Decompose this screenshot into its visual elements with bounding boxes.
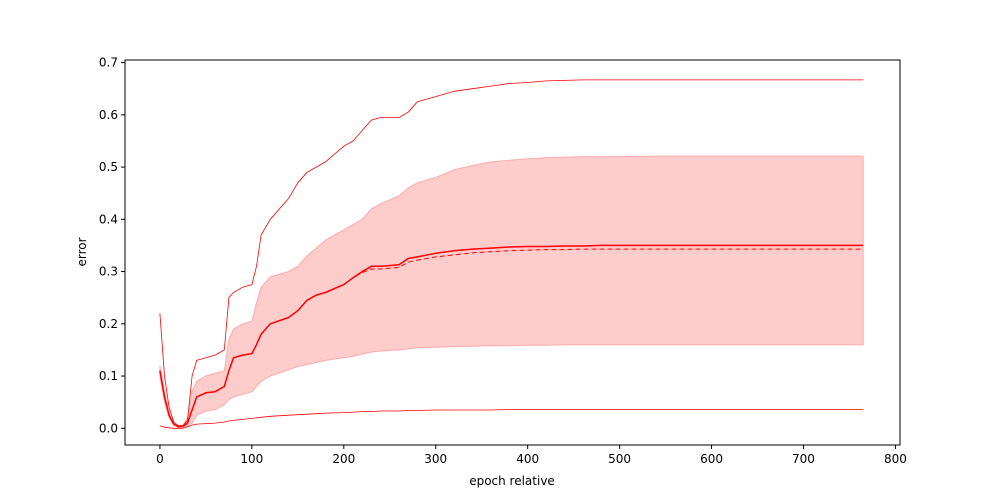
x-axis-label: epoch relative [469,474,555,488]
y-axis: 0.0 0.1 0.2 0.3 0.4 0.5 0.6 0.7 [99,56,125,435]
min-line [159,409,864,429]
y-tick-label: 0.5 [99,160,118,174]
x-tick-label: 0 [156,452,164,466]
std-band [159,155,864,428]
x-tick-label: 300 [424,452,447,466]
max-line [159,79,864,427]
y-tick-label: 0.6 [99,108,118,122]
x-tick-label: 700 [792,452,815,466]
y-tick-label: 0.0 [99,421,118,435]
x-tick-label: 500 [608,452,631,466]
y-tick-label: 0.2 [99,317,118,331]
y-axis-label: error [75,237,89,266]
y-tick-label: 0.3 [99,265,118,279]
x-tick-label: 400 [516,452,539,466]
y-tick-label: 0.4 [99,212,118,226]
x-tick-label: 800 [884,452,907,466]
x-axis: 0 100 200 300 400 500 600 700 800 [156,445,907,466]
x-tick-label: 200 [332,452,355,466]
x-tick-label: 600 [700,452,723,466]
plot-frame [124,59,901,446]
y-tick-label: 0.7 [99,56,118,70]
median-line [159,248,864,428]
series-layer [159,79,864,429]
x-tick-label: 100 [240,452,263,466]
y-tick-label: 0.1 [99,369,118,383]
band-layer [159,155,864,428]
